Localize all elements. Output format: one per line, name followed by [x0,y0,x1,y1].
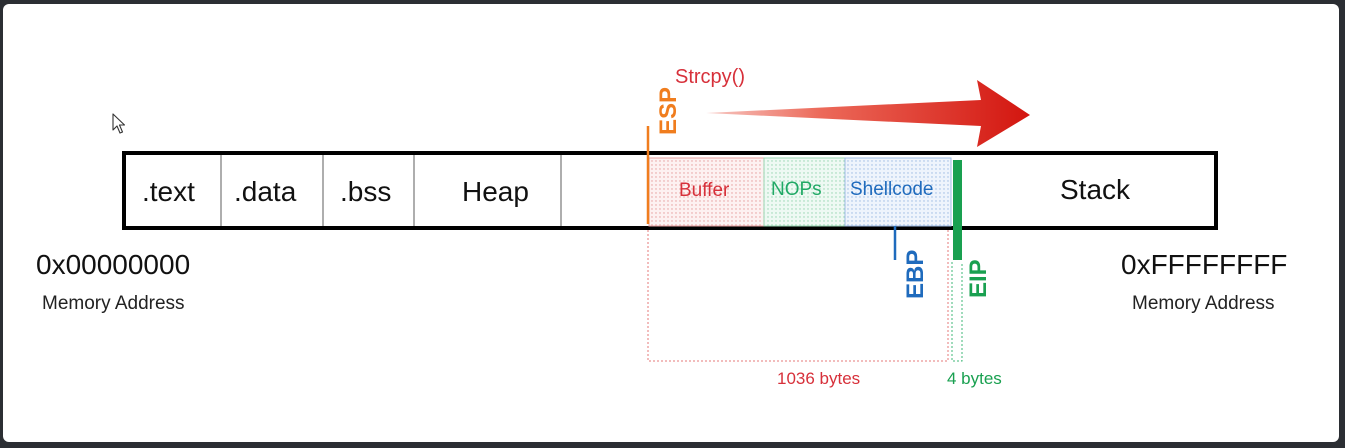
buffer-block [648,157,765,227]
esp-label: ESP [655,86,682,135]
nops-block [763,157,846,227]
ebp-label: EBP [902,249,929,299]
shellcode-label: Shellcode [850,179,934,200]
segment-heap-label: Heap [462,176,529,207]
buffer-label: Buffer [679,180,730,201]
eip-size-label: 4 bytes [947,369,1002,388]
buffer-size-label: 1036 bytes [777,369,861,388]
buffer-size-bracket [647,230,949,362]
mouse-cursor-icon [112,113,126,134]
low-address-label: Memory Address [42,293,185,314]
segment-data-label: .data [234,176,297,207]
eip-label: EIP [965,259,992,298]
shellcode-block [844,157,952,227]
memory-diagram-graphics [122,80,1218,362]
high-address: 0xFFFFFFFF [1121,249,1288,280]
nops-label: NOPs [771,179,822,200]
overflow-direction-arrow [706,80,1030,147]
diagram-canvas: .text .data .bss Heap Stack Buffer NOPs … [3,4,1339,442]
high-address-label: Memory Address [1132,293,1275,314]
eip-bar [953,160,962,260]
low-address: 0x00000000 [36,249,191,280]
strcpy-label: Strcpy() [675,66,745,88]
segment-stack-label: Stack [1060,174,1131,205]
segment-bss-label: .bss [340,176,392,207]
eip-size-bracket [951,262,963,362]
segment-text-label: .text [142,176,195,207]
